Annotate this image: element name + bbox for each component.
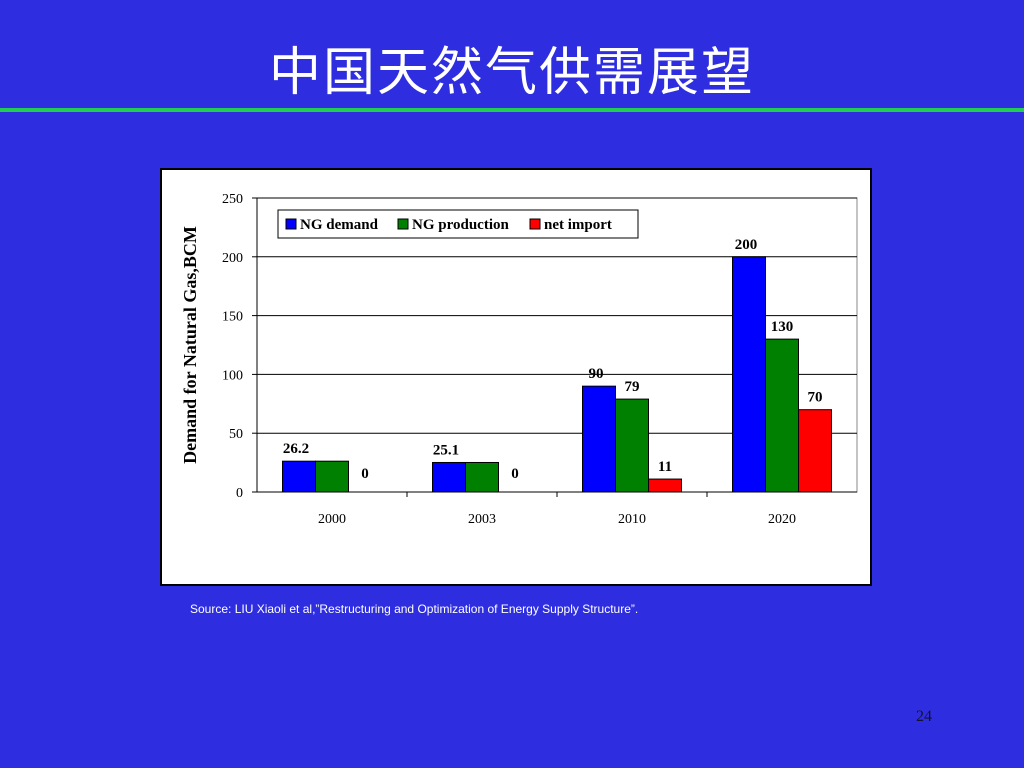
legend-swatch: [529, 218, 541, 230]
y-axis-label: Demand for Natural Gas,BCM: [180, 226, 200, 464]
legend-swatch: [285, 218, 297, 230]
data-label: 26.2: [283, 441, 309, 457]
chart-frame: 0 50 100 150 200 250 Demand for Natural Gas,BC…: [160, 168, 872, 586]
bar-ng-production: [615, 398, 649, 493]
data-label: 0: [511, 466, 519, 482]
source-citation: Source: LIU Xiaoli et al,”Restructuring …: [190, 602, 639, 616]
data-label: 90: [589, 366, 604, 382]
data-label: 0: [361, 466, 369, 482]
y-tick-label: 200: [222, 251, 243, 266]
y-tick-label: 0: [236, 486, 243, 501]
legend: [277, 209, 639, 239]
y-tick-label: 250: [222, 192, 243, 207]
bar-chart: 0 50 100 150 200 250 Demand for Natural Gas,BC…: [180, 192, 858, 527]
x-tick-label: 2020: [768, 512, 796, 527]
data-label: 11: [658, 459, 672, 475]
x-tick-label: 2003: [468, 512, 496, 527]
data-label: 130: [771, 319, 794, 335]
x-tick-label: 2010: [618, 512, 646, 527]
bar-ng-production: [315, 460, 349, 493]
bar-ng-demand: [732, 256, 766, 493]
y-tick-label: 150: [222, 310, 243, 325]
y-tick-label: 100: [222, 368, 243, 383]
legend-entry: NG demand: [300, 217, 379, 233]
bar-ng-demand: [582, 385, 616, 493]
title-divider: [0, 108, 1024, 112]
bar-ng-production: [765, 338, 799, 493]
bar-net-import: [798, 409, 832, 493]
legend-entry: NG production: [412, 217, 509, 233]
y-tick-label: 50: [229, 427, 243, 442]
legend-entry: net import: [544, 217, 612, 233]
data-label: 200: [735, 237, 758, 253]
bar-ng-demand: [282, 460, 316, 493]
bar-net-import: [648, 478, 682, 493]
data-label: 79: [625, 379, 640, 395]
page-number: 24: [916, 708, 932, 725]
data-label: 70: [808, 390, 823, 406]
x-tick-label: 2000: [318, 512, 346, 527]
slide-title: 中国天然气供需展望: [268, 43, 755, 103]
data-label: 25.1: [433, 442, 459, 458]
legend-swatch: [397, 218, 409, 230]
bar-ng-demand: [432, 461, 466, 493]
bar-ng-production: [465, 461, 499, 493]
